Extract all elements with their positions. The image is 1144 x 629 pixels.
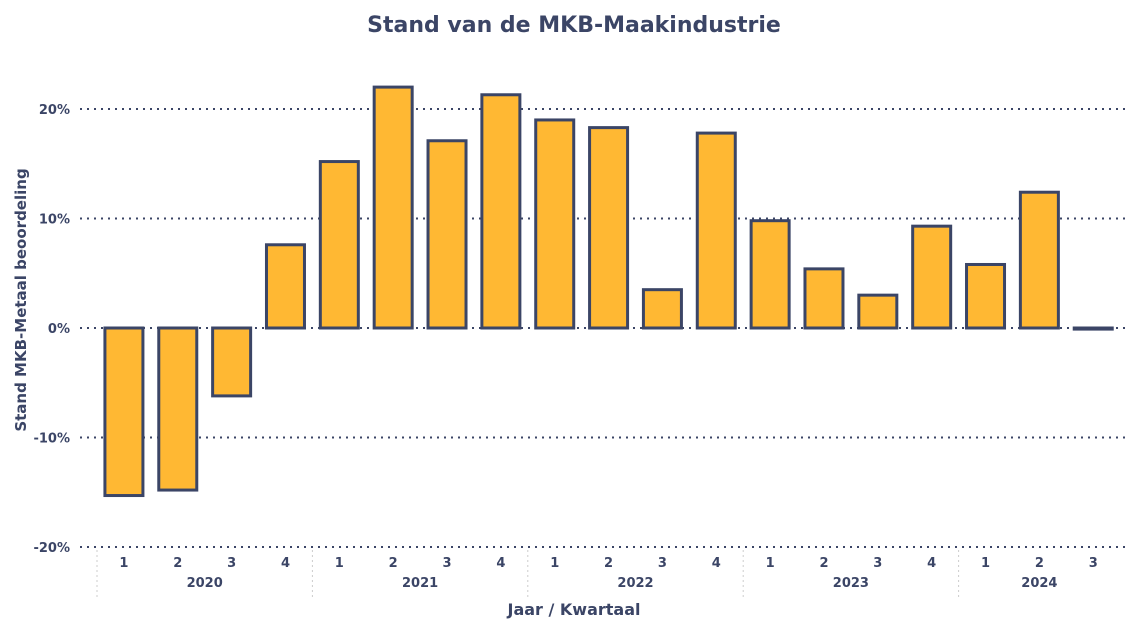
quarter-tick-label: 2 [389, 556, 398, 571]
bar[interactable] [1072, 326, 1114, 331]
year-tick-label: 2020 [187, 576, 223, 591]
quarter-tick-label: 4 [281, 556, 290, 571]
quarter-tick-label: 1 [335, 556, 344, 571]
x-axis-label: Jaar / Kwartaal [506, 600, 640, 619]
bar[interactable] [157, 326, 199, 492]
bar[interactable] [965, 262, 1007, 330]
bar[interactable] [318, 160, 360, 330]
bar[interactable] [749, 219, 791, 330]
quarter-tick-label: 2 [173, 556, 182, 571]
year-tick-label: 2022 [617, 576, 653, 591]
quarter-tick-label: 4 [712, 556, 721, 571]
y-tick-label: 0% [48, 322, 70, 337]
y-tick-label: 10% [39, 213, 70, 228]
bar[interactable] [534, 118, 576, 330]
bar[interactable] [588, 126, 630, 330]
bar[interactable] [372, 85, 414, 330]
bar[interactable] [211, 326, 253, 398]
quarter-tick-label: 2 [1035, 556, 1044, 571]
quarter-tick-label: 3 [227, 556, 236, 571]
year-tick-label: 2023 [833, 576, 869, 591]
bar[interactable] [103, 326, 145, 498]
bar[interactable] [695, 131, 737, 330]
bar[interactable] [1018, 190, 1060, 330]
quarter-tick-label: 3 [443, 556, 452, 571]
y-tick-label: -20% [33, 541, 70, 556]
quarter-tick-label: 3 [658, 556, 667, 571]
bar[interactable] [480, 93, 522, 330]
bar[interactable] [911, 224, 953, 330]
bar[interactable] [426, 139, 468, 330]
y-axis-label: Stand MKB-Metaal beoordeling [12, 168, 30, 431]
quarter-tick-label: 2 [604, 556, 613, 571]
quarter-tick-label: 1 [119, 556, 128, 571]
year-tick-label: 2021 [402, 576, 438, 591]
bar[interactable] [641, 288, 683, 330]
quarter-tick-label: 4 [496, 556, 505, 571]
quarter-tick-label: 2 [819, 556, 828, 571]
year-tick-label: 2024 [1021, 576, 1057, 591]
bar[interactable] [857, 293, 899, 330]
bar[interactable] [264, 243, 306, 330]
chart-title: Stand van de MKB-Maakindustrie [367, 13, 781, 38]
y-tick-label: -10% [33, 432, 70, 447]
quarter-tick-label: 3 [873, 556, 882, 571]
quarter-tick-label: 1 [766, 556, 775, 571]
quarter-tick-label: 4 [927, 556, 936, 571]
quarter-tick-label: 3 [1089, 556, 1098, 571]
quarter-tick-label: 1 [981, 556, 990, 571]
quarter-tick-label: 1 [550, 556, 559, 571]
y-tick-label: 20% [39, 103, 70, 118]
bar[interactable] [803, 267, 845, 330]
